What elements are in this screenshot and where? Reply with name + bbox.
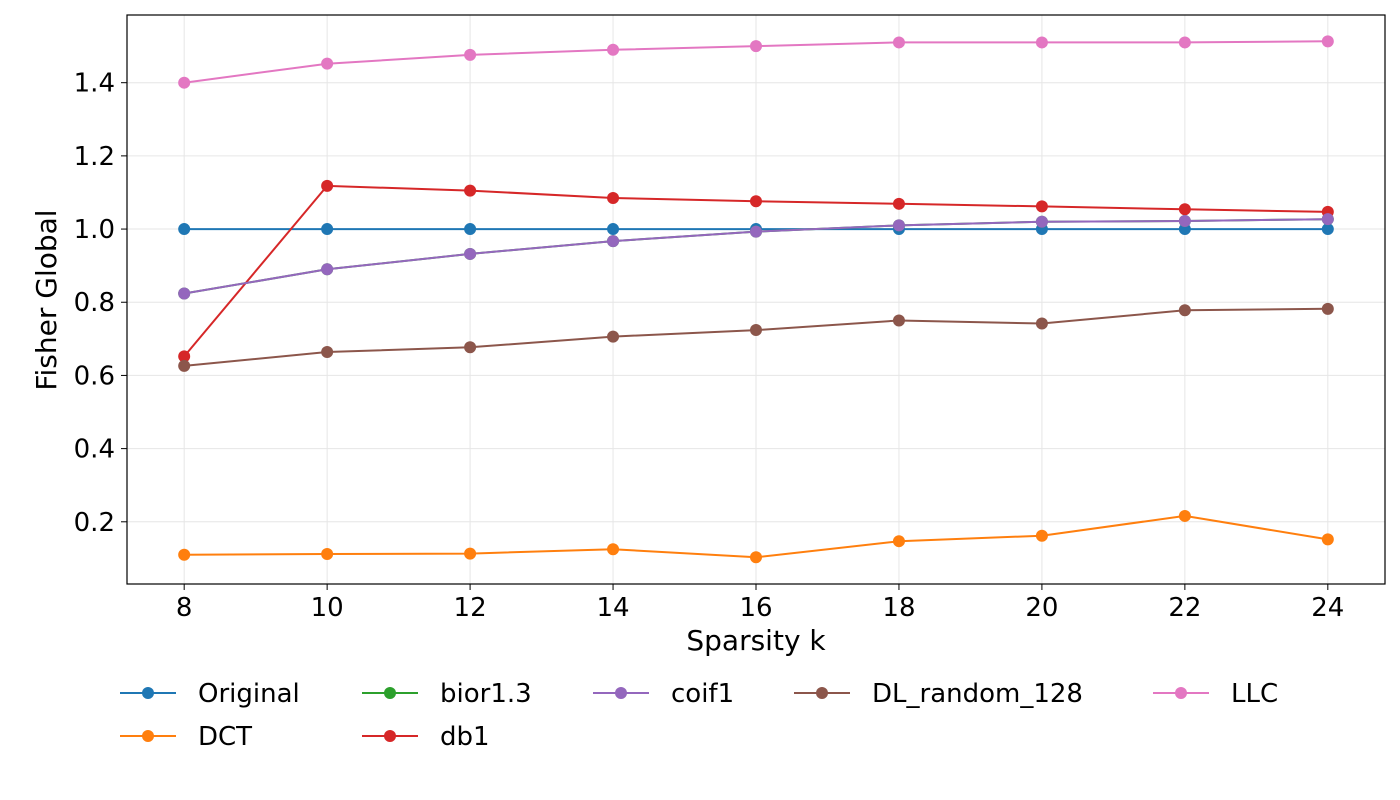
data-point [750, 324, 762, 337]
x-tick-label: 12 [454, 593, 487, 623]
y-tick-label: 0.4 [74, 435, 115, 465]
data-point [607, 330, 620, 343]
data-point [1035, 200, 1048, 213]
legend-label: coif1 [671, 679, 734, 709]
legend-label: DCT [198, 722, 252, 752]
y-tick-label: 0.6 [74, 361, 115, 391]
data-point [1178, 304, 1191, 317]
legend-item: bior1.3 [362, 679, 532, 709]
y-axis-label: Fisher Global [30, 209, 63, 390]
data-point [1178, 215, 1191, 228]
y-tick-label: 1.4 [74, 69, 115, 99]
data-point [178, 287, 191, 300]
data-point [1321, 302, 1334, 315]
legend-label: bior1.3 [440, 679, 532, 709]
data-point [892, 36, 905, 49]
data-point [464, 247, 477, 260]
data-point [1321, 213, 1334, 226]
legend: Original DCT bior1.3 db1 coif1 DL_random_128 L… [120, 679, 1278, 752]
data-point [321, 263, 334, 276]
x-tick-label: 10 [311, 593, 344, 623]
data-point [1178, 36, 1191, 49]
data-point [1178, 509, 1191, 522]
x-axis-label: Sparsity k [686, 624, 826, 657]
data-point [892, 197, 905, 210]
legend-item: LLC [1153, 679, 1278, 709]
series-db1 [178, 179, 1334, 363]
data-point [607, 191, 620, 204]
legend-label: DL_random_128 [872, 679, 1083, 709]
data-point [178, 350, 191, 363]
legend-label: LLC [1231, 679, 1278, 709]
data-point [607, 223, 620, 236]
data-point [1178, 203, 1191, 216]
legend-label: db1 [440, 722, 490, 752]
data-point [464, 547, 477, 560]
y-tick-label: 1.0 [74, 215, 115, 245]
data-point [750, 551, 762, 564]
data-point [607, 43, 620, 56]
data-point [321, 223, 334, 236]
legend-swatch-marker [1175, 687, 1187, 699]
grid-lines [127, 15, 1385, 584]
x-tick-label: 14 [596, 593, 629, 623]
data-point [607, 235, 620, 248]
legend-item: Original [120, 679, 300, 709]
data-point [1321, 35, 1334, 48]
x-tick-label: 22 [1168, 593, 1201, 623]
data-point [1321, 223, 1334, 236]
data-point [178, 223, 191, 236]
y-tick-label: 1.2 [74, 142, 115, 172]
data-point [750, 195, 762, 208]
data-point [464, 223, 477, 236]
data-point [321, 547, 334, 560]
data-point [321, 179, 334, 192]
data-point [178, 76, 191, 89]
x-tick-label: 16 [739, 593, 772, 623]
legend-swatch-marker [142, 687, 154, 699]
legend-swatch-marker [816, 687, 828, 699]
y-axis-ticks: 0.2 0.4 0.6 0.8 1.0 1.2 1.4 [74, 69, 127, 538]
legend-item: DL_random_128 [794, 679, 1083, 709]
data-point [892, 314, 905, 327]
data-point [1035, 36, 1048, 49]
data-point [750, 225, 762, 238]
y-tick-label: 0.8 [74, 288, 115, 318]
data-point [178, 359, 191, 372]
data-point [464, 48, 477, 61]
series-DL_random_128 [178, 302, 1334, 372]
legend-swatch-marker [142, 730, 154, 742]
legend-item: DCT [120, 722, 252, 752]
series-DCT [178, 509, 1334, 564]
data-point [321, 57, 334, 70]
data-point [607, 543, 620, 556]
legend-item: db1 [362, 722, 490, 752]
data-point [464, 341, 477, 354]
legend-label: Original [198, 679, 300, 709]
data-point [321, 346, 334, 359]
x-axis-ticks: 8 10 12 14 16 18 20 22 24 [176, 584, 1344, 623]
legend-swatch-marker [384, 687, 396, 699]
legend-swatch-marker [384, 730, 396, 742]
data-point [1035, 317, 1048, 330]
x-tick-label: 8 [176, 593, 193, 623]
data-point [464, 184, 477, 197]
data-point [750, 40, 762, 53]
data-point [892, 535, 905, 548]
data-point [178, 548, 191, 561]
y-tick-label: 0.2 [74, 508, 115, 538]
series-LLC [178, 35, 1334, 89]
data-point [1321, 533, 1334, 546]
legend-item: coif1 [593, 679, 734, 709]
x-tick-label: 18 [882, 593, 915, 623]
x-tick-label: 24 [1311, 593, 1344, 623]
data-point [1035, 215, 1048, 228]
x-tick-label: 20 [1025, 593, 1058, 623]
series-layer [178, 35, 1334, 564]
data-point [1035, 529, 1048, 542]
data-point [892, 219, 905, 232]
series-coif1 [178, 213, 1334, 300]
legend-swatch-marker [615, 687, 627, 699]
